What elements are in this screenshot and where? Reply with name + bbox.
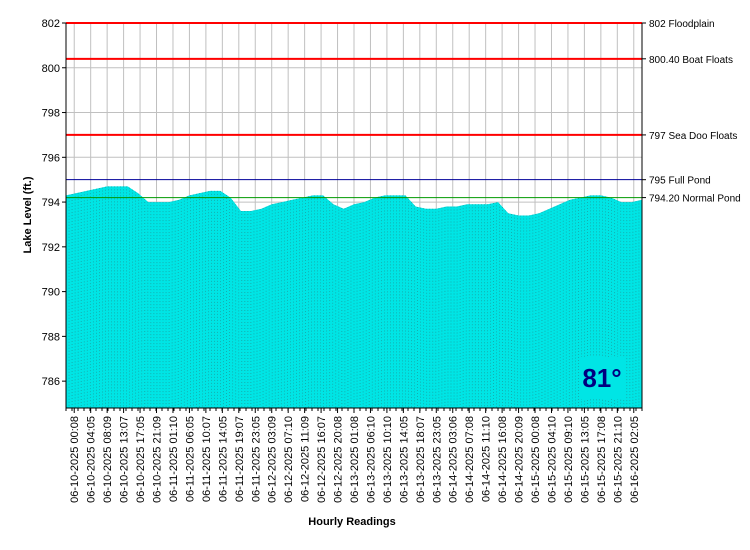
y-tick-label: 792 (42, 242, 60, 254)
x-tick-label: 06-12-2025 07:10 (283, 416, 295, 503)
x-tick-label: 06-15-2025 17:08 (596, 416, 608, 503)
reference-label: 794.20 Normal Pond (649, 194, 741, 205)
x-tick-label: 06-15-2025 00:08 (530, 416, 542, 503)
x-axis-title: Hourly Readings (308, 516, 395, 528)
x-tick-label: 06-14-2025 16:08 (497, 416, 509, 503)
axes-layer: 786 788 790 792 794 796 798 800 802 06-10-2025 00… (42, 18, 643, 503)
y-tick-label: 786 (42, 376, 60, 388)
x-tick-label: 06-10-2025 21:09 (152, 416, 164, 503)
y-tick-label: 796 (42, 152, 60, 164)
temperature-badge: 81° (580, 357, 625, 399)
x-tick-label: 06-14-2025 20:09 (514, 416, 526, 503)
x-tick-label: 06-13-2025 10:10 (382, 416, 394, 503)
x-tick-label: 06-12-2025 03:09 (267, 416, 279, 503)
y-tick-label: 790 (42, 287, 60, 299)
x-tick-label: 06-11-2025 19:07 (234, 416, 246, 502)
x-tick-label: 06-16-2025 02:05 (629, 416, 641, 503)
x-tick-label: 06-11-2025 06:05 (184, 416, 196, 502)
y-tick-label: 802 (42, 18, 60, 30)
reference-label: 797 Sea Doo Floats (649, 131, 737, 142)
x-tick-label: 06-10-2025 04:05 (86, 416, 98, 503)
x-tick-label: 06-10-2025 00:08 (69, 416, 81, 503)
x-tick-label: 06-15-2025 04:10 (547, 416, 559, 503)
reference-label: 802 Floodplain (649, 19, 715, 30)
y-tick-label: 794 (42, 197, 60, 209)
x-tick-label: 06-10-2025 08:09 (102, 416, 114, 503)
x-tick-label: 06-11-2025 10:07 (201, 416, 213, 502)
x-tick-label: 06-13-2025 06:10 (366, 416, 378, 503)
x-tick-label: 06-11-2025 14:05 (217, 416, 229, 502)
x-tick-label: 06-13-2025 01:08 (349, 416, 361, 503)
x-tick-label: 06-13-2025 23:05 (431, 416, 443, 503)
reference-label: 800.40 Boat Floats (649, 55, 733, 66)
reference-lines: 802 Floodplain 800.40 Boat Floats 797 Sea … (66, 19, 741, 205)
temperature-label: 81° (582, 363, 621, 393)
y-tick-label: 788 (42, 331, 60, 343)
x-tick-label: 06-13-2025 18:07 (415, 416, 427, 503)
temperature-badge-bg (580, 357, 625, 399)
area-layer (65, 186, 643, 408)
x-tick-label: 06-14-2025 11:10 (481, 416, 493, 502)
x-tick-label: 06-10-2025 17:05 (135, 416, 147, 503)
x-tick-label: 06-12-2025 11:09 (300, 416, 312, 502)
x-tick-label: 06-14-2025 07:08 (464, 416, 476, 503)
x-tick-label: 06-10-2025 13:07 (119, 416, 131, 503)
level-area (66, 186, 642, 408)
reference-label: 795 Full Pond (649, 176, 711, 187)
x-tick-label: 06-12-2025 20:08 (333, 416, 345, 503)
x-tick-label: 06-12-2025 16:07 (316, 416, 328, 503)
x-tick-label: 06-13-2025 14:05 (398, 416, 410, 503)
x-tick-label: 06-15-2025 13:05 (579, 416, 591, 503)
x-tick-label: 06-11-2025 01:10 (168, 416, 180, 502)
x-tick-label: 06-15-2025 09:10 (563, 416, 575, 503)
x-tick-label: 06-15-2025 21:10 (612, 416, 624, 503)
x-tick-label: 06-11-2025 23:05 (250, 416, 262, 502)
y-tick-label: 800 (42, 63, 60, 75)
x-tick-label: 06-14-2025 03:06 (448, 416, 460, 503)
y-tick-label: 798 (42, 108, 60, 120)
y-axis-title: Lake Level (ft.) (22, 176, 34, 253)
